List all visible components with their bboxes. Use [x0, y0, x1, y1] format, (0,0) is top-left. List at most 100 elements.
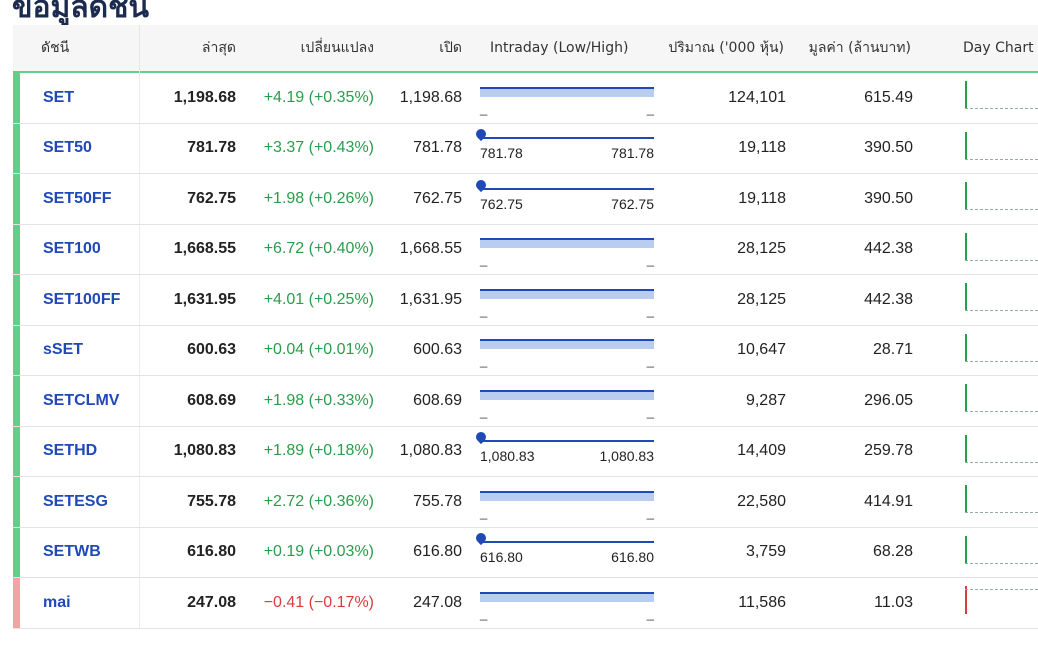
- volume-value: 19,118: [738, 139, 786, 157]
- intraday-line: [480, 440, 654, 443]
- header-volume[interactable]: ปริมาณ ('000 หุ้น): [668, 40, 784, 56]
- table-row[interactable]: SET50FF 762.75 +1.98 (+0.26%) 762.75 762…: [13, 174, 1038, 225]
- index-name-link[interactable]: SET100FF: [43, 290, 121, 308]
- intraday-low: 762.75: [480, 195, 523, 212]
- day-chart[interactable]: [913, 427, 1038, 477]
- intraday-low: _: [480, 353, 488, 369]
- intraday-low: _: [480, 302, 488, 318]
- header-value[interactable]: มูลค่า (ล้านบาท): [808, 40, 911, 56]
- last-price: 1,668.55: [173, 240, 236, 258]
- intraday-range: 762.75 762.75: [462, 177, 662, 216]
- intraday-range-bar: [480, 288, 654, 299]
- intraday-range-bar: [480, 490, 654, 501]
- intraday-high: _: [646, 504, 654, 520]
- intraday-low: _: [480, 252, 488, 268]
- sparkline-mark: [965, 535, 967, 564]
- intraday-range: _ _: [462, 333, 662, 369]
- sparkline-baseline: [965, 411, 1038, 412]
- intraday-low: 616.80: [480, 549, 523, 566]
- header-change[interactable]: เปลี่ยนแปลง: [300, 40, 374, 56]
- index-name-link[interactable]: SETCLMV: [43, 391, 120, 409]
- intraday-bar: _ _: [480, 81, 654, 116]
- index-name-link[interactable]: SETHD: [43, 442, 98, 460]
- intraday-point: 1,080.83 1,080.83: [473, 430, 654, 468]
- sparkline-mark: [965, 283, 967, 311]
- intraday-high: _: [646, 252, 654, 268]
- day-chart[interactable]: [913, 326, 1038, 376]
- direction-indicator: [13, 578, 20, 628]
- trade-value: 11.03: [874, 593, 913, 611]
- volume-value: 10,647: [737, 341, 786, 359]
- sparkline-chart: [965, 384, 1038, 414]
- index-name-link[interactable]: SETWB: [43, 543, 101, 561]
- price-change: +1.98 (+0.33%): [263, 391, 374, 409]
- price-change: +3.37 (+0.43%): [263, 139, 374, 157]
- intraday-range: _ _: [462, 384, 662, 419]
- sparkline-chart: [965, 586, 1038, 616]
- intraday-high: _: [646, 353, 654, 369]
- index-name-link[interactable]: SET100: [43, 240, 101, 258]
- table-row[interactable]: SETESG 755.78 +2.72 (+0.36%) 755.78 _ _ 2…: [13, 477, 1038, 528]
- open-price: 1,080.83: [399, 442, 462, 460]
- trade-value: 28.71: [872, 341, 913, 359]
- trade-value: 259.78: [864, 442, 913, 460]
- price-change: +4.19 (+0.35%): [263, 88, 374, 106]
- last-price: 247.08: [187, 593, 236, 611]
- index-name-link[interactable]: SET: [43, 88, 75, 106]
- intraday-bar: _ _: [480, 232, 654, 268]
- volume-value: 11,586: [738, 593, 786, 611]
- day-chart[interactable]: [913, 174, 1038, 224]
- index-name-link[interactable]: SETESG: [43, 492, 108, 510]
- day-chart[interactable]: [913, 73, 1038, 123]
- day-chart[interactable]: [913, 124, 1038, 174]
- intraday-point: 781.78 781.78: [473, 127, 654, 165]
- price-change: −0.41 (−0.17%): [263, 593, 374, 611]
- table-row[interactable]: SET100FF 1,631.95 +4.01 (+0.25%) 1,631.9…: [13, 275, 1038, 326]
- day-chart[interactable]: [913, 225, 1038, 275]
- header-open[interactable]: เปิด: [439, 40, 462, 56]
- open-price: 616.80: [413, 543, 462, 561]
- column-divider: [139, 426, 140, 476]
- sparkline-baseline: [965, 589, 1038, 590]
- index-name-link[interactable]: SET50: [43, 139, 92, 157]
- direction-indicator: [13, 174, 20, 224]
- table-row[interactable]: sSET 600.63 +0.04 (+0.01%) 600.63 _ _ 10,…: [13, 325, 1038, 376]
- table-row[interactable]: SET100 1,668.55 +6.72 (+0.40%) 1,668.55 …: [13, 224, 1038, 275]
- open-price: 1,631.95: [399, 290, 462, 308]
- index-name-link[interactable]: sSET: [43, 341, 84, 359]
- index-name-link[interactable]: mai: [43, 593, 71, 611]
- table-row[interactable]: SETHD 1,080.83 +1.89 (+0.18%) 1,080.83 1…: [13, 426, 1038, 477]
- intraday-bar: _ _: [480, 586, 654, 621]
- day-chart[interactable]: [913, 376, 1038, 426]
- last-price: 600.63: [187, 341, 236, 359]
- day-chart[interactable]: [913, 578, 1038, 628]
- intraday-range: 1,080.83 1,080.83: [462, 430, 662, 468]
- intraday-low: _: [480, 504, 488, 520]
- header-index[interactable]: ดัชนี: [41, 40, 70, 56]
- intraday-low: 781.78: [480, 145, 523, 162]
- intraday-low: _: [480, 605, 488, 621]
- table-row[interactable]: SETWB 616.80 +0.19 (+0.03%) 616.80 616.8…: [13, 527, 1038, 578]
- direction-indicator: [13, 73, 20, 123]
- price-change: +0.04 (+0.01%): [263, 341, 374, 359]
- intraday-range: _ _: [462, 81, 662, 116]
- sparkline-mark: [965, 232, 967, 261]
- table-row[interactable]: mai 247.08 −0.41 (−0.17%) 247.08 _ _ 11,5…: [13, 578, 1038, 629]
- header-last[interactable]: ล่าสุด: [201, 40, 236, 56]
- table-row[interactable]: SETCLMV 608.69 +1.98 (+0.33%) 608.69 _ _ …: [13, 376, 1038, 427]
- last-price: 608.69: [187, 391, 236, 409]
- sparkline-chart: [965, 333, 1038, 364]
- table-row[interactable]: SET 1,198.68 +4.19 (+0.35%) 1,198.68 _ _ …: [13, 73, 1038, 124]
- day-chart[interactable]: [913, 477, 1038, 527]
- index-name-link[interactable]: SET50FF: [43, 189, 112, 207]
- direction-indicator: [13, 376, 20, 426]
- direction-indicator: [13, 224, 20, 274]
- last-price: 1,631.95: [173, 290, 236, 308]
- intraday-range-bar: [480, 238, 654, 249]
- direction-indicator: [13, 123, 20, 173]
- day-chart[interactable]: [913, 275, 1038, 325]
- table-row[interactable]: SET50 781.78 +3.37 (+0.43%) 781.78 781.7…: [13, 123, 1038, 174]
- day-chart[interactable]: [913, 528, 1038, 578]
- header-intraday: Intraday (Low/High): [490, 40, 629, 56]
- trade-value: 390.50: [864, 189, 913, 207]
